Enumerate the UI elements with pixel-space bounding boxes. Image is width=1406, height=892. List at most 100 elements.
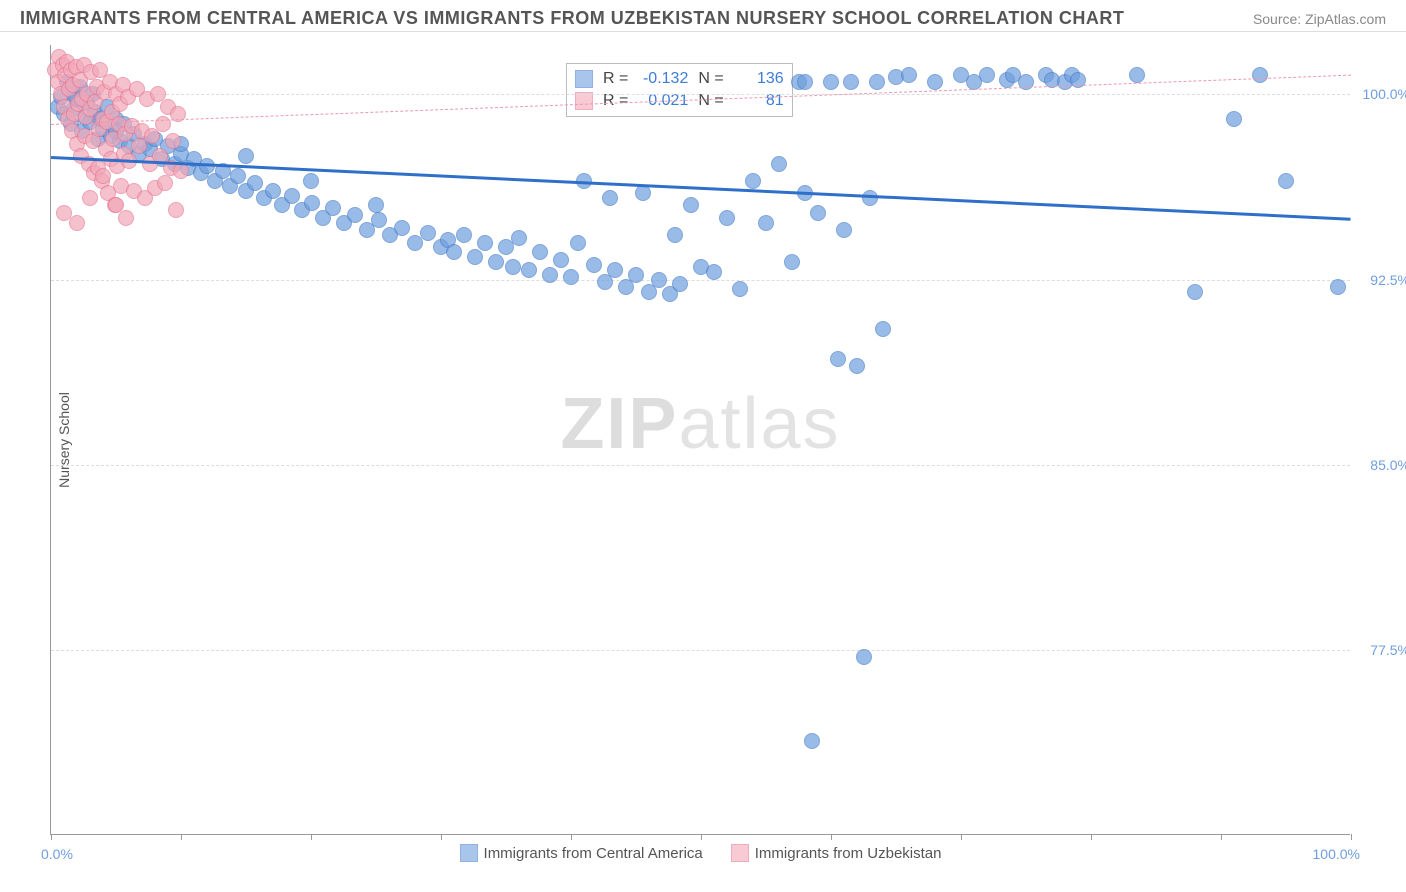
scatter-point [505, 259, 521, 275]
scatter-point [1252, 67, 1268, 83]
scatter-point [532, 244, 548, 260]
chart-legend: Immigrants from Central America Immigrant… [460, 844, 942, 862]
legend-label: Immigrants from Central America [484, 845, 703, 862]
scatter-point [347, 207, 363, 223]
watermark-thin: atlas [678, 384, 840, 464]
scatter-point [303, 173, 319, 189]
x-tick [831, 834, 832, 840]
x-tick [1221, 834, 1222, 840]
scatter-point [823, 74, 839, 90]
scatter-point [1278, 173, 1294, 189]
scatter-point [230, 168, 246, 184]
scatter-point [607, 262, 623, 278]
scatter-point [265, 183, 281, 199]
y-tick-label: 92.5% [1370, 272, 1406, 288]
scatter-point [157, 175, 173, 191]
scatter-point [446, 244, 462, 260]
scatter-point [856, 649, 872, 665]
scatter-point [869, 74, 885, 90]
scatter-point [82, 190, 98, 206]
scatter-point [394, 220, 410, 236]
scatter-point [553, 252, 569, 268]
scatter-point [325, 200, 341, 216]
scatter-point [511, 230, 527, 246]
scatter-point [165, 133, 181, 149]
stat-r-label: R = [603, 70, 628, 88]
scatter-point [456, 227, 472, 243]
scatter-point [586, 257, 602, 273]
grid-line [51, 94, 1350, 95]
scatter-point [706, 264, 722, 280]
chart-title: IMMIGRANTS FROM CENTRAL AMERICA VS IMMIG… [20, 8, 1124, 29]
x-tick [1091, 834, 1092, 840]
scatter-point [118, 210, 134, 226]
x-tick [51, 834, 52, 840]
watermark-bold: ZIP [560, 384, 678, 464]
legend-item: Immigrants from Uzbekistan [731, 844, 942, 862]
scatter-point [784, 254, 800, 270]
stats-row: R =-0.132N =136 [575, 68, 784, 90]
scatter-point [830, 351, 846, 367]
scatter-point [467, 249, 483, 265]
scatter-point [732, 281, 748, 297]
scatter-point [371, 212, 387, 228]
scatter-point [488, 254, 504, 270]
scatter-point [95, 168, 111, 184]
scatter-point [797, 74, 813, 90]
scatter-point [836, 222, 852, 238]
x-axis-min-label: 0.0% [41, 846, 73, 862]
scatter-point [570, 235, 586, 251]
correlation-stats-box: R =-0.132N =136R =0.021N =81 [566, 63, 793, 117]
y-tick-label: 85.0% [1370, 457, 1406, 473]
legend-swatch [460, 844, 478, 862]
scatter-point [602, 190, 618, 206]
scatter-point [1226, 111, 1242, 127]
grid-line [51, 465, 1350, 466]
x-tick [181, 834, 182, 840]
x-tick [311, 834, 312, 840]
x-tick [571, 834, 572, 840]
scatter-point [168, 202, 184, 218]
scatter-point [901, 67, 917, 83]
scatter-point [875, 321, 891, 337]
scatter-point [69, 215, 85, 231]
scatter-point [683, 197, 699, 213]
scatter-point [849, 358, 865, 374]
x-axis-max-label: 100.0% [1313, 846, 1360, 862]
legend-label: Immigrants from Uzbekistan [755, 845, 942, 862]
x-tick [441, 834, 442, 840]
scatter-point [155, 116, 171, 132]
x-tick [1351, 834, 1352, 840]
scatter-point [521, 262, 537, 278]
scatter-point [719, 210, 735, 226]
scatter-point [420, 225, 436, 241]
title-bar: IMMIGRANTS FROM CENTRAL AMERICA VS IMMIG… [0, 0, 1406, 32]
scatter-point [804, 733, 820, 749]
y-tick-label: 77.5% [1370, 642, 1406, 658]
scatter-point [667, 227, 683, 243]
scatter-point [238, 148, 254, 164]
scatter-point [979, 67, 995, 83]
scatter-chart: Nursery School ZIPatlas 0.0% 100.0% R =-… [50, 45, 1350, 835]
scatter-point [542, 267, 558, 283]
legend-item: Immigrants from Central America [460, 844, 703, 862]
scatter-point [758, 215, 774, 231]
grid-line [51, 650, 1350, 651]
y-axis-title: Nursery School [56, 392, 72, 488]
stat-n-label: N = [698, 70, 723, 88]
scatter-point [810, 205, 826, 221]
stat-n-value: 136 [734, 70, 784, 88]
scatter-point [628, 267, 644, 283]
scatter-point [927, 74, 943, 90]
scatter-point [563, 269, 579, 285]
scatter-point [247, 175, 263, 191]
scatter-point [651, 272, 667, 288]
scatter-point [771, 156, 787, 172]
scatter-point [843, 74, 859, 90]
scatter-point [635, 185, 651, 201]
watermark: ZIPatlas [560, 383, 840, 465]
scatter-point [1330, 279, 1346, 295]
scatter-point [108, 197, 124, 213]
y-tick-label: 100.0% [1363, 86, 1406, 102]
source-label: Source: ZipAtlas.com [1253, 11, 1386, 27]
